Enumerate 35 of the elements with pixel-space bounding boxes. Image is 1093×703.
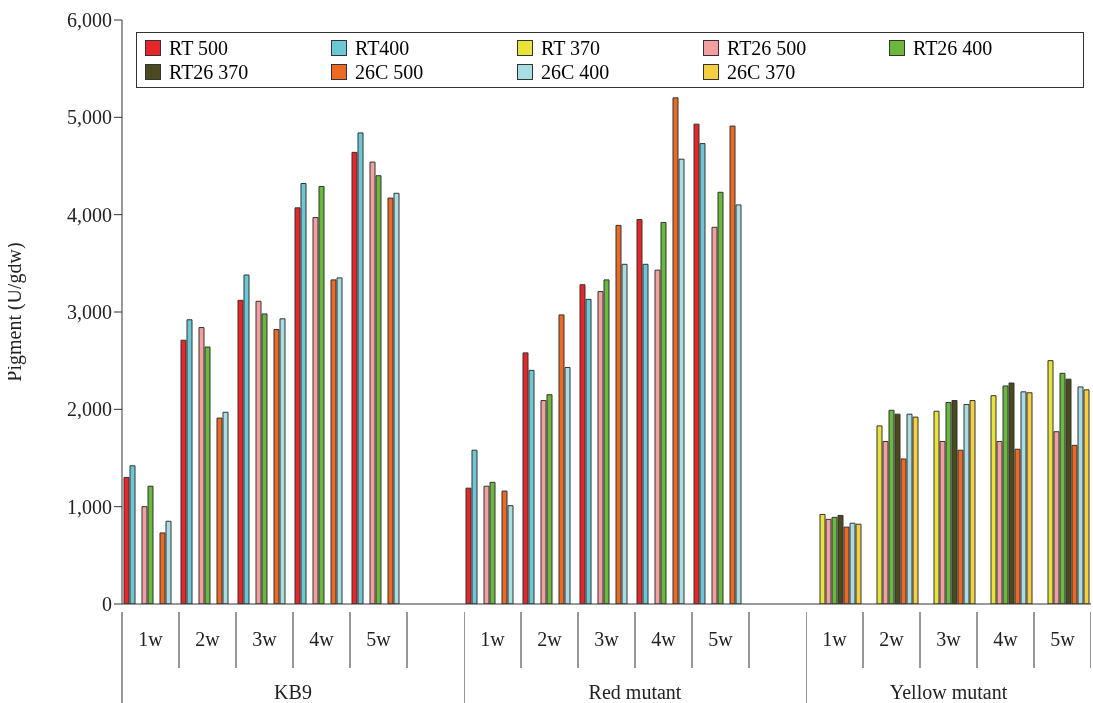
x-tick-label: 4w [651, 628, 677, 650]
y-tick-label: 3,000 [67, 301, 112, 323]
y-tick-label: 4,000 [67, 203, 112, 226]
legend-label: 26C 500 [355, 60, 424, 84]
y-tick-label: 0 [102, 593, 112, 615]
legend-label: RT400 [355, 36, 410, 60]
legend-label: 26C 370 [727, 60, 796, 84]
y-tick-label: 2,000 [67, 398, 112, 421]
x-axis-title: KB9 [274, 681, 312, 703]
x-tick-label: 1w [822, 628, 848, 650]
x-tick-label: 2w [195, 628, 221, 650]
x-tick-label: 2w [537, 628, 563, 650]
x-tick-label: 4w [993, 628, 1019, 650]
legend-label: RT 500 [169, 36, 228, 60]
legend-label: RT26 400 [913, 36, 993, 60]
y-tick-label: 5,000 [67, 106, 112, 129]
x-tick-label: 5w [1050, 628, 1076, 650]
x-tick-label: 1w [138, 628, 164, 650]
x-axis-title: Yellow mutant [889, 681, 1008, 703]
y-tick-label: 6,000 [67, 9, 112, 31]
x-tick-label: 4w [309, 628, 335, 650]
x-tick-label: 5w [366, 628, 392, 650]
y-axis-title: Pigment (U/gdw) [3, 242, 27, 382]
x-tick-label: 1w [480, 628, 506, 650]
legend-label: RT26 370 [169, 60, 249, 84]
x-axis-title: Red mutant [588, 681, 682, 703]
y-tick-label: 1,000 [67, 495, 112, 518]
x-tick-label: 5w [708, 628, 734, 650]
legend-label: RT 370 [541, 36, 600, 60]
x-tick-label: 3w [936, 628, 962, 650]
legend-label: RT26 500 [727, 36, 807, 60]
x-tick-label: 2w [879, 628, 905, 650]
x-tick-label: 3w [594, 628, 620, 650]
x-tick-label: 3w [252, 628, 278, 650]
legend-label: 26C 400 [541, 60, 610, 84]
